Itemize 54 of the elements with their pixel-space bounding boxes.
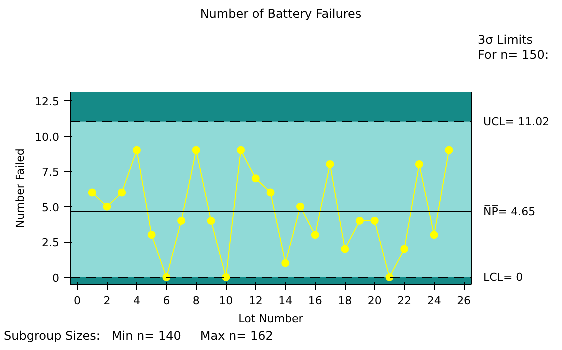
point [296, 202, 305, 211]
x-tick-label: 6 [163, 294, 170, 308]
point [252, 174, 260, 183]
x-tick-label: 24 [427, 294, 442, 308]
point [207, 216, 216, 225]
ref-line-label: LCL= 0 [484, 270, 524, 284]
point [415, 160, 424, 168]
text: For n= 150: [478, 47, 549, 64]
point [445, 146, 454, 154]
point [326, 160, 334, 168]
point [311, 231, 320, 240]
point [178, 216, 186, 225]
x-tick-label: 10 [219, 294, 234, 308]
point [162, 273, 171, 282]
point [103, 202, 112, 211]
x-tick-label: 2 [104, 294, 111, 308]
ref-line-label: N̅P̅= 4.65 [484, 204, 536, 218]
x-tick-label: 0 [74, 294, 81, 308]
y-axis-title: Number Failed [14, 148, 28, 228]
point [356, 216, 364, 225]
x-tick-label: 12 [248, 294, 263, 308]
point [386, 273, 394, 282]
x-tick-label: 18 [338, 294, 352, 308]
y-tick-label: 5.0 [42, 201, 60, 214]
point [266, 188, 275, 197]
x-tick-label: 22 [398, 294, 412, 308]
point [222, 273, 230, 282]
x-tick-label: 26 [457, 294, 472, 308]
y-tick-label: 12.5 [35, 95, 60, 108]
text: 3σ Limits [478, 32, 534, 49]
y-tick-label: 7.5 [42, 166, 60, 180]
y-tick-label: 0 [52, 272, 60, 285]
point [430, 231, 438, 240]
point [237, 146, 246, 154]
x-tick-label: 16 [308, 294, 322, 308]
point [148, 231, 156, 240]
x-axis-title: Lot Number [238, 312, 304, 326]
point [400, 245, 409, 254]
point [341, 245, 350, 254]
point [370, 216, 379, 225]
x-tick-label: 14 [278, 294, 293, 308]
point [282, 259, 290, 268]
point [132, 146, 141, 154]
x-tick-label: 4 [133, 294, 140, 308]
y-tick-label: 10.0 [35, 130, 60, 144]
x-tick-label: 8 [192, 294, 200, 308]
point [88, 188, 96, 197]
point [192, 146, 200, 154]
chart-title: Number of Battery Failures [199, 6, 363, 23]
x-tick-label: 20 [368, 294, 382, 308]
ref-line-label: UCL= 11.02 [484, 115, 550, 128]
y-tick-label: 2.5 [42, 236, 60, 250]
text: Subgroup Sizes: Min n= 140 Max n= 162 [3, 328, 274, 345]
point [118, 188, 126, 197]
